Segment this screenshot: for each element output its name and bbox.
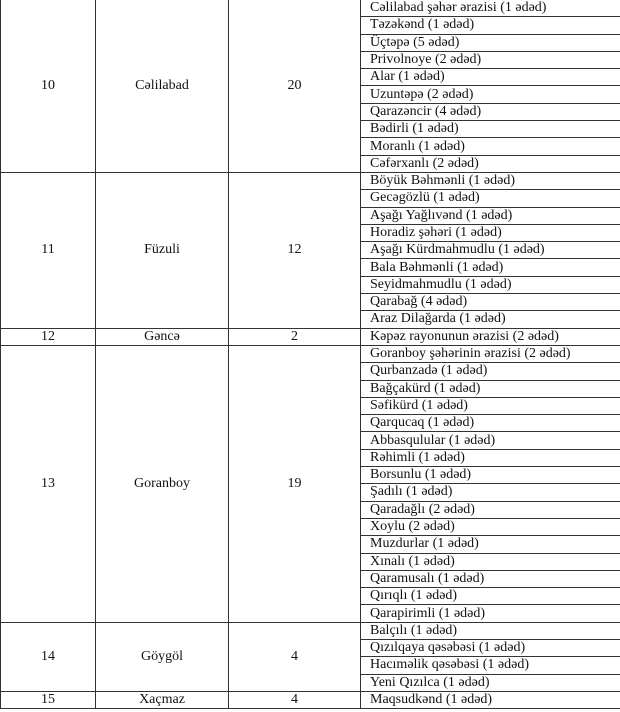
region-name: Cəlilabad: [95, 0, 229, 173]
place-entry: Bədirli (1 ədəd): [360, 120, 620, 139]
table-row: 10 Cəlilabad 20 Cəlilabad şəhər ərazisi (1 …: [0, 0, 620, 173]
table-row: Uzuntəpə (2 ədəd): [1, 85, 620, 104]
place-entry: Xoylu (2 ədəd): [360, 517, 620, 537]
table-row: Gecəgözlü (1 ədəd): [1, 189, 620, 208]
region-name: Göygöl: [95, 621, 229, 692]
table-row: 15 Xaçmaz 4 Maqsudkənd (1 ədəd): [0, 690, 620, 710]
table-row: Araz Dilağarda (1 ədəd): [1, 310, 620, 329]
row-number: 13: [0, 344, 96, 623]
place-entry: Qarapirimli (1 ədəd): [360, 604, 620, 623]
table-row: Qarabağ (4 ədəd): [1, 293, 620, 312]
place-entry: Təzəkənd (1 ədəd): [360, 16, 620, 35]
place-entry: Rəhimli (1 ədəd): [360, 448, 620, 468]
row-number: 10: [0, 0, 96, 173]
place-entry: Abbasqulular (1 ədəd): [360, 431, 620, 450]
place-entry: Bağçakürd (1 ədəd): [360, 379, 620, 398]
place-entry: Borsunlu (1 ədəd): [360, 466, 620, 485]
place-entry: Goranboy şəhərinin ərazisi (2 ədəd): [360, 344, 620, 364]
region-name: Gəncə: [95, 327, 229, 346]
table-row: Bala Bəhmənli (1 ədəd): [1, 258, 620, 277]
place-entry: Horadiz şəhəri (1 ədəd): [360, 223, 620, 243]
place-entry: Bala Bəhmənli (1 ədəd): [360, 258, 620, 277]
table-row: Hacıməlik qəsəbəsi (1 ədəd): [1, 656, 620, 675]
place-entry: Yeni Qızılca (1 ədəd): [360, 673, 620, 692]
table-row: Qurbanzadə (1 ədəd): [1, 362, 620, 381]
table-row: Qızılqaya qəsəbəsi (1 ədəd): [1, 638, 620, 658]
place-entry: Cəlilabad şəhər ərazisi (1 ədəd): [360, 0, 620, 18]
place-entry: Qurbanzadə (1 ədəd): [360, 362, 620, 381]
place-entry: Qarqucaq (1 ədəd): [360, 414, 620, 433]
place-entry: Şadılı (1 ədəd): [360, 483, 620, 502]
item-count: 4: [228, 690, 361, 710]
place-entry: Moranlı (1 ədəd): [360, 137, 620, 156]
place-entry: Maqsudkənd (1 ədəd): [360, 690, 620, 710]
table-row: Qarapirimli (1 ədəd): [1, 604, 620, 623]
item-count: 19: [228, 344, 361, 623]
place-entry: Qırıqlı (1 ədəd): [360, 587, 620, 606]
place-entry: Cəfərxanlı (2 ədəd): [360, 154, 620, 173]
place-entry: Qaradağlı (2 ədəd): [360, 500, 620, 519]
region-name: Xaçmaz: [95, 690, 229, 710]
place-entry: Aşağı Yağlıvənd (1 ədəd): [360, 206, 620, 225]
row-number: 15: [0, 690, 96, 710]
table-row: Aşağı Kürdmahmudlu (1 ədəd): [1, 241, 620, 260]
item-count: 20: [228, 0, 361, 173]
table-row: 14 Göygöl 4 Balçılı (1 ədəd): [0, 621, 620, 692]
table-row: Səfikürd (1 ədəd): [1, 396, 620, 416]
table-row: 11 Füzuli 12 Böyük Bəhmənli (1 ədəd): [0, 171, 620, 329]
place-entry: Araz Dilağarda (1 ədəd): [360, 310, 620, 329]
table-row: Qaramusalı (1 ədəd): [1, 569, 620, 589]
table-row: 13 Goranboy 19 Goranboy şəhərinin ərazisi (…: [0, 344, 620, 623]
place-entry: Qarabağ (4 ədəd): [360, 293, 620, 312]
row-number: 11: [0, 171, 96, 329]
row-number: 12: [0, 327, 96, 346]
place-entry: Səfikürd (1 ədəd): [360, 396, 620, 416]
place-entry: Böyük Bəhmənli (1 ədəd): [360, 171, 620, 191]
item-count: 12: [228, 171, 361, 329]
place-entry: Kəpəz rayonunun ərazisi (2 ədəd): [360, 327, 620, 346]
table-row: Xoylu (2 ədəd): [1, 517, 620, 537]
place-entry: Hacıməlik qəsəbəsi (1 ədəd): [360, 656, 620, 675]
place-entry: Uzuntəpə (2 ədəd): [360, 85, 620, 104]
table-row: Qarqucaq (1 ədəd): [1, 414, 620, 433]
place-entry: Aşağı Kürdmahmudlu (1 ədəd): [360, 241, 620, 260]
place-entry: Seyidmahmudlu (1 ədəd): [360, 275, 620, 295]
item-count: 4: [228, 621, 361, 692]
table-row: 12 Gəncə 2 Kəpəz rayonunun ərazisi (2 ədəd): [0, 327, 620, 346]
place-entry: Qaramusalı (1 ədəd): [360, 569, 620, 589]
place-entry: Qızılqaya qəsəbəsi (1 ədəd): [360, 638, 620, 658]
item-count: 2: [228, 327, 361, 346]
place-entry: Xınalı (1 ədəd): [360, 552, 620, 571]
place-entry: Üçtəpə (5 ədəd): [360, 33, 620, 52]
place-entry: Alar (1 ədəd): [360, 68, 620, 87]
place-entry: Balçılı (1 ədəd): [360, 621, 620, 640]
place-entry: Privolnoye (2 ədəd): [360, 50, 620, 70]
table-row: Abbasqulular (1 ədəd): [1, 431, 620, 450]
region-name: Goranboy: [95, 344, 229, 623]
place-entry: Gecəgözlü (1 ədəd): [360, 189, 620, 208]
table-row: Yeni Qızılca (1 ədəd): [1, 673, 620, 692]
place-entry: Muzdurlar (1 ədəd): [360, 535, 620, 554]
place-entry: Qarazəncir (4 ədəd): [360, 102, 620, 122]
row-number: 14: [0, 621, 96, 692]
region-name: Füzuli: [95, 171, 229, 329]
